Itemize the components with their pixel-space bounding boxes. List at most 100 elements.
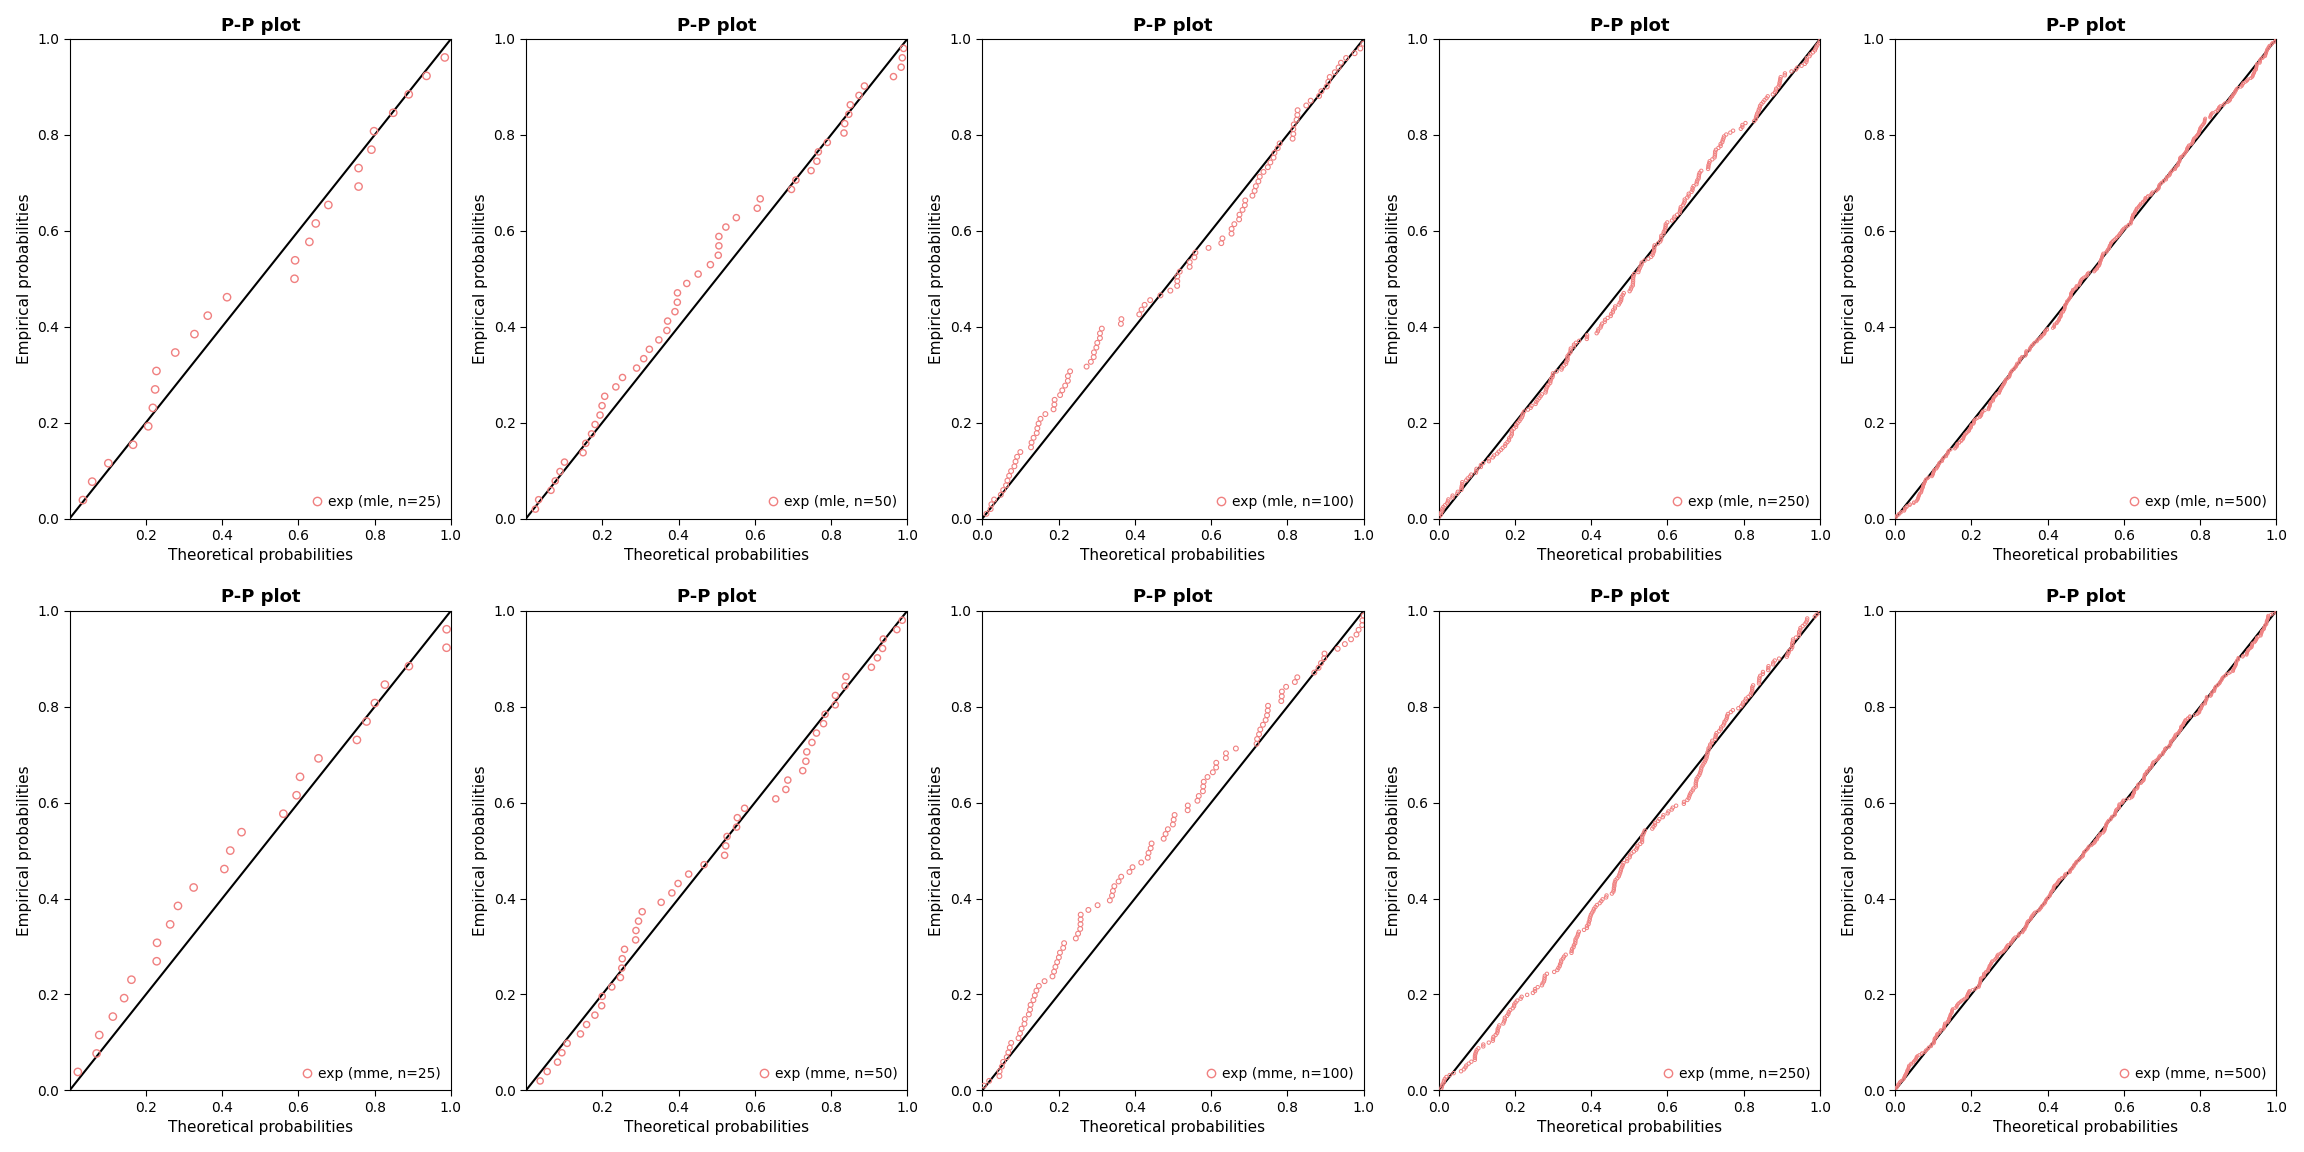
- Point: [2182, 118, 2219, 136]
- Point: [2180, 126, 2216, 144]
- Point: [1970, 400, 2007, 418]
- Point: [1479, 1022, 1516, 1040]
- Point: [1926, 1018, 1963, 1037]
- Point: [2249, 612, 2286, 630]
- Point: [1772, 639, 1809, 658]
- Point: [2189, 690, 2226, 708]
- Point: [2124, 194, 2161, 212]
- Point: [2203, 673, 2239, 691]
- Point: [1541, 955, 1578, 973]
- Point: [670, 865, 707, 884]
- Point: [2186, 112, 2223, 130]
- Point: [1576, 897, 1613, 916]
- Point: [1650, 804, 1687, 823]
- Point: [1905, 477, 1942, 495]
- Point: [1972, 955, 2009, 973]
- Point: [1479, 442, 1516, 461]
- Point: [1587, 311, 1624, 329]
- Point: [2170, 707, 2207, 726]
- Point: [1235, 187, 1272, 205]
- Point: [1507, 402, 1544, 420]
- Point: [1581, 894, 1617, 912]
- Point: [2235, 66, 2272, 84]
- Point: [1115, 858, 1152, 877]
- Point: [2062, 849, 2099, 867]
- Point: [1048, 372, 1085, 391]
- Point: [2113, 211, 2150, 229]
- Point: [1945, 427, 1981, 446]
- Point: [2182, 703, 2219, 721]
- Point: [2152, 162, 2189, 181]
- Point: [1998, 355, 2034, 373]
- Point: [1627, 251, 1663, 270]
- Point: [1518, 393, 1555, 411]
- Point: [2175, 129, 2212, 147]
- Point: [1491, 1001, 1528, 1020]
- Point: [2078, 828, 2115, 847]
- Point: [1926, 1018, 1963, 1037]
- Point: [2067, 267, 2104, 286]
- Point: [1945, 991, 1981, 1009]
- Point: [2023, 896, 2060, 915]
- Point: [1016, 991, 1053, 1009]
- Point: [2127, 190, 2163, 209]
- Point: [2046, 297, 2083, 316]
- Point: [339, 730, 376, 749]
- Point: [2011, 339, 2048, 357]
- Point: [1760, 74, 1797, 92]
- Point: [1636, 236, 1673, 255]
- Point: [2228, 644, 2265, 662]
- Point: [2048, 293, 2085, 311]
- Point: [993, 1033, 1030, 1052]
- Point: [2193, 683, 2230, 702]
- Point: [2219, 653, 2256, 672]
- Point: [1753, 85, 1790, 104]
- Point: [1984, 378, 2021, 396]
- Point: [1620, 262, 1657, 280]
- Point: [1675, 779, 1712, 797]
- Point: [1624, 825, 1661, 843]
- Point: [1938, 998, 1975, 1016]
- Point: [2140, 177, 2177, 196]
- Point: [2113, 207, 2150, 226]
- Point: [2184, 696, 2221, 714]
- Legend: exp (mme, n=25): exp (mme, n=25): [297, 1063, 445, 1083]
- Point: [2113, 209, 2150, 227]
- Point: [1689, 743, 1726, 761]
- Point: [1624, 253, 1661, 272]
- Point: [2152, 732, 2189, 750]
- Point: [2175, 132, 2212, 151]
- X-axis label: Theoretical probabilities: Theoretical probabilities: [1081, 548, 1265, 563]
- Point: [1922, 1023, 1958, 1041]
- Point: [1613, 844, 1650, 863]
- Point: [1924, 452, 1961, 470]
- Point: [1993, 362, 2030, 380]
- Point: [2120, 198, 2157, 217]
- Point: [1011, 438, 1048, 456]
- Point: [583, 996, 620, 1015]
- Point: [2083, 249, 2120, 267]
- Point: [1094, 881, 1131, 900]
- Point: [2200, 98, 2237, 116]
- Point: [210, 288, 247, 306]
- Point: [1774, 638, 1811, 657]
- Point: [1643, 228, 1680, 247]
- Point: [2092, 810, 2129, 828]
- Point: [991, 1038, 1028, 1056]
- Point: [2087, 816, 2124, 834]
- X-axis label: Theoretical probabilities: Theoretical probabilities: [1537, 1121, 1721, 1136]
- Point: [1311, 73, 1348, 91]
- Point: [1440, 483, 1477, 501]
- Point: [2219, 654, 2256, 673]
- Point: [1677, 775, 1714, 794]
- Point: [1442, 477, 1479, 495]
- Point: [1129, 849, 1166, 867]
- Point: [1594, 885, 1631, 903]
- Point: [1887, 1064, 1924, 1083]
- Point: [1081, 324, 1117, 342]
- Point: [705, 846, 742, 864]
- Point: [1452, 468, 1488, 486]
- Point: [1898, 490, 1935, 508]
- Point: [2159, 725, 2196, 743]
- Point: [2037, 318, 2074, 336]
